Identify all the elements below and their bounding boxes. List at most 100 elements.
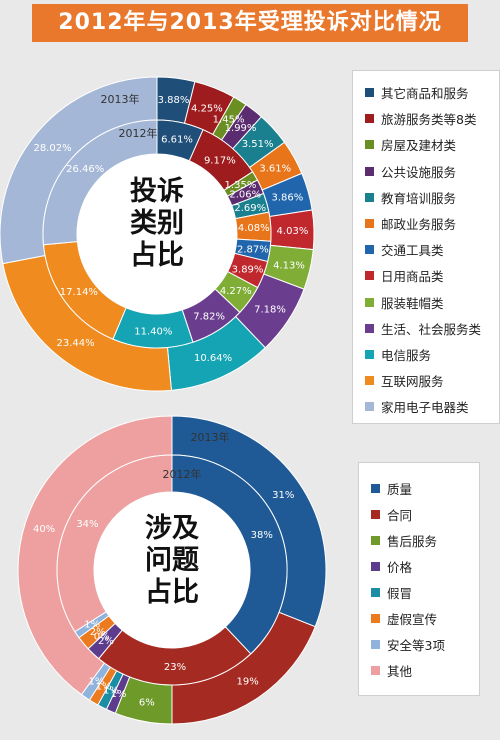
data-label: 9.17%: [204, 156, 236, 167]
legend-swatch: [365, 323, 374, 333]
legend-item: 质量: [371, 479, 412, 498]
data-label: 23.44%: [57, 338, 95, 349]
legend-item: 电信服务: [365, 345, 431, 364]
legend-label: 质量: [387, 482, 413, 497]
legend-swatch: [365, 245, 374, 255]
data-label: 31%: [272, 490, 294, 501]
legend-label: 其它商品和服务: [381, 86, 469, 101]
donut-chart-2: 31%19%6%1%1%1%1%40%38%23%2%0%2%1%34% 涉及问题…: [17, 415, 327, 725]
legend-item: 家用电子电器类: [365, 397, 469, 416]
legend-swatch: [365, 219, 374, 228]
legend-label: 合同: [387, 508, 413, 523]
legend-swatch: [371, 666, 380, 675]
legend-swatch: [371, 562, 380, 571]
data-label: 10.64%: [194, 353, 232, 364]
legend-item: 生活、社会服务类: [365, 319, 481, 338]
legend-label: 价格: [387, 560, 413, 575]
data-label: 4.03%: [277, 226, 309, 237]
legend-label: 房屋及建材类: [381, 138, 457, 154]
data-label: 3.61%: [259, 163, 291, 174]
page-title: 2012年与2013年受理投诉对比情况: [32, 4, 468, 42]
data-label: 3.88%: [158, 95, 190, 106]
chart-center-title: 占比: [130, 240, 184, 271]
data-label: 1%: [96, 681, 112, 692]
chart-center-title: 问题: [145, 545, 199, 576]
data-label: 17.14%: [60, 287, 98, 298]
data-label: 40%: [33, 524, 55, 535]
data-label: 4.08%: [238, 223, 270, 234]
legend-label: 交通工具类: [381, 243, 444, 259]
legend-swatch: [371, 484, 380, 493]
legend-swatch: [371, 640, 380, 649]
data-label: 4.13%: [273, 260, 305, 271]
series-label: 2013年: [101, 92, 140, 106]
legend-label: 服装鞋帽类: [381, 295, 444, 311]
legend-swatch: [371, 510, 380, 519]
data-label: 1.99%: [225, 123, 257, 134]
legend-item: 其他: [371, 661, 412, 680]
legend-item: 服装鞋帽类: [365, 293, 444, 312]
legend-item: 虚假宣传: [371, 609, 437, 628]
data-label: 26.46%: [66, 164, 104, 175]
data-label: 7.82%: [193, 311, 225, 322]
legend-label: 售后服务: [387, 534, 438, 549]
data-label: 2.87%: [237, 244, 269, 255]
legend-item: 邮政业务服务: [365, 214, 456, 233]
legend-label: 公共设施服务: [381, 164, 457, 180]
data-label: 23%: [164, 662, 186, 673]
chart-center-title: 投诉: [130, 176, 184, 207]
legend-label: 互联网服务: [381, 374, 444, 390]
legend-label: 假冒: [387, 586, 413, 601]
legend-swatch: [371, 588, 380, 597]
legend-swatch: [365, 350, 374, 359]
series-label: 2012年: [119, 126, 158, 140]
data-label: 1%: [84, 620, 100, 631]
legend-swatch: [365, 192, 374, 202]
legend-item: 假冒: [371, 583, 412, 602]
data-label: 2%: [90, 627, 106, 638]
legend-label: 日用商品类: [381, 269, 444, 285]
legend-complaint-categories: 其它商品和服务 旅游服务类等8类 房屋及建材类 公共设施服务教育培训服务邮政业务服务交…: [352, 70, 500, 424]
data-label: 6%: [139, 698, 155, 709]
legend-item: 教育培训服务: [365, 188, 456, 207]
data-label: 2.69%: [234, 203, 266, 214]
legend-label: 生活、社会服务类: [381, 321, 482, 337]
legend-label: 其他: [387, 664, 413, 679]
data-label: 2%: [98, 636, 114, 647]
legend-label: 邮政业务服务: [381, 217, 457, 232]
legend-item: 旅游服务类等8类: [365, 109, 476, 128]
legend-swatch: [365, 166, 374, 176]
series-label: 2012年: [163, 467, 202, 481]
legend-swatch: [365, 376, 374, 386]
legend-swatch: [371, 536, 380, 545]
legend-item: 售后服务: [371, 531, 437, 550]
data-label: 6.61%: [161, 135, 193, 146]
legend-swatch: [365, 140, 374, 150]
data-label: 4.25%: [191, 104, 223, 115]
legend-item: 安全等3项: [371, 635, 445, 654]
data-label: 1%: [111, 689, 127, 700]
legend-item: 互联网服务: [365, 371, 444, 390]
data-label: 38%: [251, 530, 273, 541]
legend-label: 电信服务: [381, 348, 432, 363]
legend-swatch: [371, 614, 380, 623]
legend-item: 房屋及建材类: [365, 135, 456, 154]
legend-label: 旅游服务类等8类: [381, 112, 477, 128]
chart-center-title: 涉及: [145, 513, 199, 544]
donut-center: [94, 492, 250, 648]
data-label: 0%: [94, 632, 110, 643]
legend-item: 日用商品类: [365, 266, 444, 285]
legend-label: 安全等3项: [387, 638, 445, 653]
legend-item: 其它商品和服务: [365, 83, 469, 102]
data-label: 3.51%: [242, 139, 274, 150]
legend-swatch: [365, 88, 374, 97]
data-label: 2.06%: [229, 189, 261, 200]
data-label: 4.27%: [220, 286, 252, 297]
series-label: 2013年: [191, 430, 230, 444]
legend-issues: 质量合同售后服务价格假冒虚假宣传安全等3项其他: [358, 462, 480, 696]
legend-swatch: [365, 402, 374, 412]
data-label: 3.89%: [232, 264, 264, 275]
chart-center-title: 类别: [130, 208, 184, 239]
data-label: 1%: [103, 685, 119, 696]
